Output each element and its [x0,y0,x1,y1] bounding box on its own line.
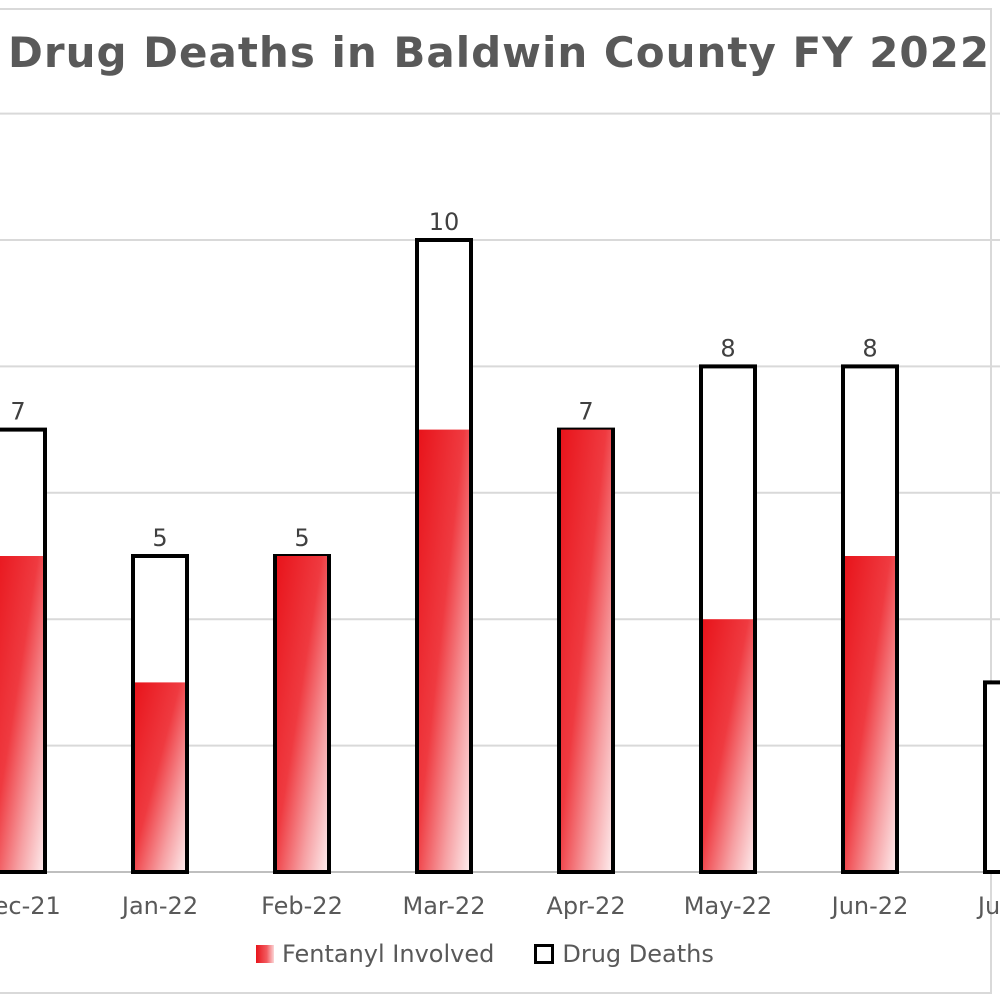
x-tick-label: Dec-21 [0,892,61,920]
bar-fentanyl [419,429,469,870]
data-label: 8 [862,334,877,362]
x-tick-label: Jun-22 [830,892,909,920]
bar-fentanyl [0,556,43,870]
bar-drug-deaths [983,680,1000,875]
x-tick-label: Jul-22 [976,892,1000,920]
bar-fentanyl [277,556,327,870]
bar-fentanyl [845,556,895,870]
legend-swatch-fentanyl [256,945,274,963]
data-label: 8 [720,334,735,362]
x-tick-label: Mar-22 [403,892,486,920]
x-tick-label: May-22 [684,892,772,920]
legend-swatch-drug-deaths [534,944,555,964]
data-label: 5 [152,524,167,552]
data-label: 7 [10,398,25,426]
x-tick-label: Jan-22 [120,892,198,920]
legend-label-drug-deaths: Drug Deaths [562,940,714,968]
data-label: 10 [429,208,460,236]
chart-title: Drug Deaths in Baldwin County FY 2022 [8,28,991,77]
bar-fentanyl [135,682,185,870]
legend-label-fentanyl: Fentanyl Involved [282,940,495,968]
chart-legend: Fentanyl Involved Drug Deaths [256,940,714,968]
legend-item-fentanyl: Fentanyl Involved [256,940,494,968]
data-label: 5 [294,524,309,552]
data-label: 7 [578,398,593,426]
x-tick-label: Apr-22 [546,892,625,920]
legend-item-drug-deaths: Drug Deaths [534,940,714,968]
bar-fentanyl [703,619,753,870]
bar-fentanyl [561,429,611,870]
x-tick-label: Feb-22 [261,892,343,920]
